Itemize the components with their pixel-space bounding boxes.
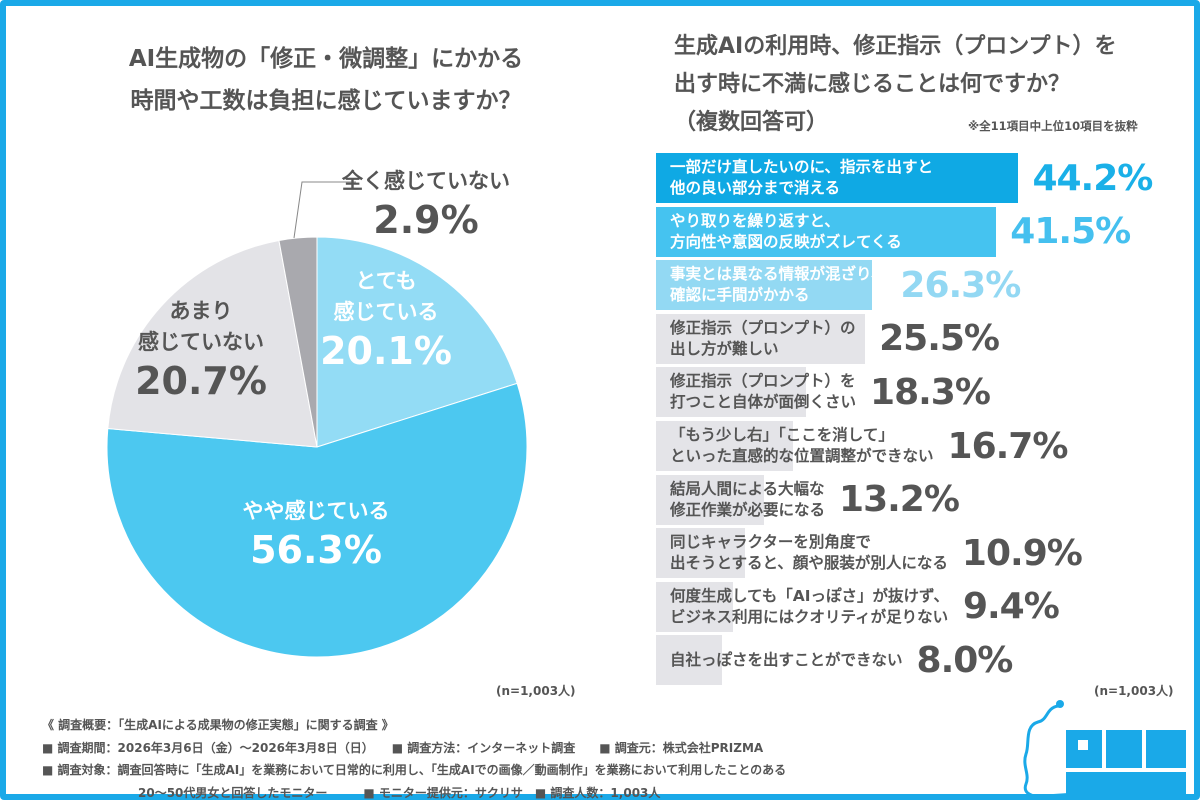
bar-value: 8.0% (917, 640, 1013, 681)
bar-value: 41.5% (1010, 211, 1130, 252)
bar-value: 16.7% (948, 426, 1068, 467)
bar-row: 修正指示（プロンプト）の 出し方が難しい 25.5% (656, 314, 999, 364)
bar-label: 一部だけ直したいのに、指示を出すと 他の良い部分まで消える (656, 157, 1018, 199)
pie-sample-note: (n=1,003人) (496, 682, 576, 699)
bar-label: 修正指示（プロンプト）を 打つこと自体が面倒くさい (656, 371, 856, 413)
logo-ai-manga-tsukurukun (1018, 698, 1198, 802)
bar-value: 13.2% (839, 479, 959, 520)
bar-sample-note: (n=1,003人) (1094, 682, 1174, 699)
bar-row: 結局人間による大幅な 修正作業が必要になる 13.2% (656, 475, 959, 525)
bar-label: 「もう少し右」「ここを消して」 といった直感的な位置調整ができない (656, 425, 934, 467)
bar-subtitle: ※全11項目中上位10項目を抜粋 (968, 118, 1138, 134)
bar-row: 自社っぽさを出すことができない 8.0% (656, 635, 1012, 685)
bar-value: 25.5% (879, 318, 999, 359)
bar-row: 何度生成しても「AIっぽさ」が抜けず、 ビジネス利用にはクオリティが足りない 9.… (656, 582, 1059, 632)
bar-value: 9.4% (963, 586, 1059, 627)
slice-category: 全く感じていない (316, 166, 536, 197)
bar-value: 18.3% (870, 372, 990, 413)
bar-value: 26.3% (900, 265, 1020, 306)
slice-value: 20.7% (91, 358, 311, 404)
slice-category: やや感じている (206, 496, 426, 527)
slice-value: 56.3% (206, 527, 426, 573)
bar-value: 44.2% (1032, 158, 1152, 199)
footer-line: ■ 調査期間：2026年3月6日（金）～2026年3月8日（日） ■ 調査方法：… (42, 737, 786, 760)
bar-label: 事実とは異なる情報が混ざり、 確認に手間がかかる (656, 264, 886, 306)
bar-label: やり取りを繰り返すと、 方向性や意図の反映がズレてくる (656, 211, 996, 253)
bar-value: 10.9% (962, 533, 1082, 574)
footer-line: 20～50代男女と回答したモニター ■ モニター提供元：サクリサ ■ 調査人数：… (42, 782, 786, 804)
bar-row: 修正指示（プロンプト）を 打つこと自体が面倒くさい 18.3% (656, 367, 990, 417)
footer-line: 《 調査概要：「生成AIによる成果物の修正実態」に関する調査 》 (42, 714, 786, 737)
bar-label: 自社っぽさを出すことができない (656, 650, 903, 671)
bar-row: 「もう少し右」「ここを消して」 といった直感的な位置調整ができない 16.7% (656, 421, 1067, 471)
slice-value: 2.9% (316, 197, 536, 243)
bar-row: やり取りを繰り返すと、 方向性や意図の反映がズレてくる 41.5% (656, 207, 1130, 257)
bar-label: 何度生成しても「AIっぽさ」が抜けず、 ビジネス利用にはクオリティが足りない (656, 586, 949, 628)
survey-footer: 《 調査概要：「生成AIによる成果物の修正実態」に関する調査 》 ■ 調査期間：… (42, 714, 786, 804)
footer-line: ■ 調査対象：調査回答時に「生成AI」を業務において日常的に利用し、「生成AIで… (42, 759, 786, 782)
slice-category: あまり 感じていない (91, 296, 311, 358)
bar-label: 修正指示（プロンプト）の 出し方が難しい (656, 318, 865, 360)
bar-row: 同じキャラクターを別角度で 出そうとすると、顔や服装が別人になる 10.9% (656, 528, 1082, 578)
bar-row: 事実とは異なる情報が混ざり、 確認に手間がかかる 26.3% (656, 260, 1020, 310)
bar-row: 一部だけ直したいのに、指示を出すと 他の良い部分まで消える 44.2% (656, 153, 1152, 203)
bar-label: 結局人間による大幅な 修正作業が必要になる (656, 479, 825, 521)
bar-label: 同じキャラクターを別角度で 出そうとすると、顔や服装が別人になる (656, 532, 948, 574)
